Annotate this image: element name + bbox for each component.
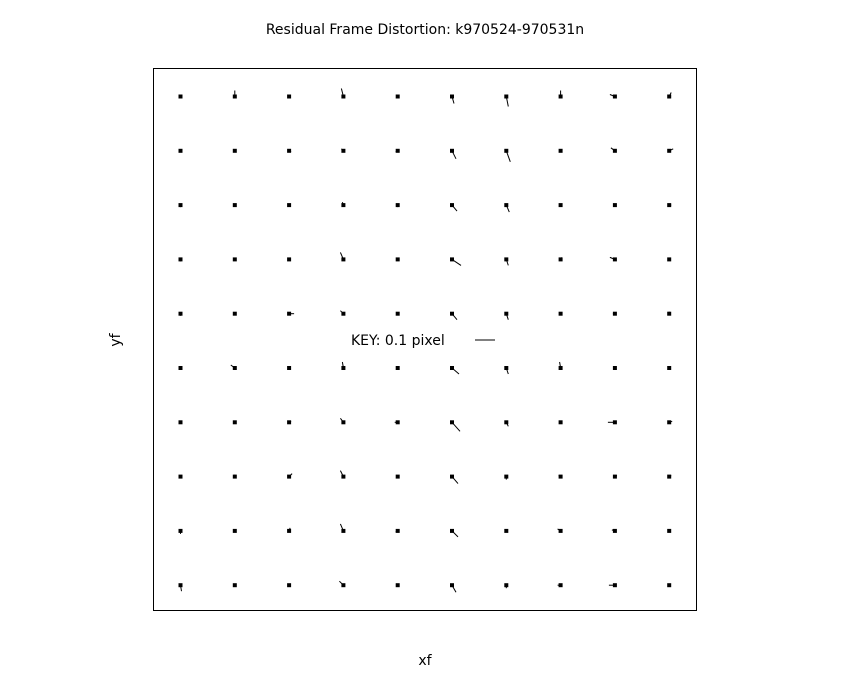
residual-vector [451, 313, 458, 321]
residual-vector [288, 420, 292, 423]
vector-point [667, 583, 672, 588]
residual-vector [669, 420, 673, 423]
vector-point [178, 420, 183, 425]
residual-vector [341, 148, 344, 152]
vector-point [178, 94, 183, 99]
vectors-group [178, 88, 674, 593]
residual-vector [288, 473, 293, 477]
residual-vector [451, 258, 462, 266]
vector-point [558, 203, 563, 208]
residual-vector [505, 96, 509, 107]
residual-vector [339, 580, 344, 586]
vector-point [558, 311, 563, 316]
residual-vector [451, 530, 459, 538]
residual-vector [340, 310, 344, 315]
residual-vector [288, 150, 292, 153]
chart-title: Residual Frame Distortion: k970524-97053… [266, 22, 584, 38]
residual-vector [609, 256, 616, 260]
vector-point [232, 528, 237, 533]
vector-point [558, 148, 563, 153]
residual-vector [559, 420, 561, 423]
vector-point [395, 366, 400, 370]
y-axis-label: yf [108, 332, 124, 346]
residual-vector [340, 88, 344, 97]
residual-vector [395, 150, 398, 153]
residual-vector [339, 252, 344, 260]
residual-vector [505, 204, 510, 213]
vector-point [667, 528, 672, 533]
vector-point [667, 366, 672, 370]
vector-point [287, 94, 292, 99]
vector-point [395, 474, 400, 479]
residual-vector [614, 475, 618, 478]
residual-vector [341, 361, 344, 369]
vector-point [395, 94, 400, 99]
residual-vector [451, 476, 459, 484]
vector-point [395, 257, 400, 262]
residual-vector [341, 201, 344, 206]
vector-point [287, 257, 292, 262]
residual-vector [609, 94, 616, 97]
residual-vector [180, 150, 182, 153]
vector-point [178, 366, 183, 370]
residual-vector [451, 150, 457, 160]
vector-point [232, 420, 237, 425]
residual-vector [668, 148, 674, 152]
residual-vector [451, 584, 457, 593]
x-axis-label: xf [418, 653, 432, 669]
residual-vector [505, 367, 509, 375]
vector-point [232, 257, 237, 262]
residual-vector [451, 367, 460, 375]
key-label: KEY: 0.1 pixel [351, 333, 445, 349]
residual-vector [288, 527, 291, 532]
residual-vector [395, 530, 398, 533]
residual-vector [558, 475, 561, 478]
vector-point [287, 366, 292, 370]
residual-vector [339, 417, 344, 423]
vector-point [612, 366, 617, 370]
residual-vector [339, 523, 344, 532]
residual-vector [505, 313, 509, 320]
residual-vector [451, 204, 458, 212]
residual-vector [505, 150, 511, 162]
vector-point [232, 583, 237, 588]
residual-vector [610, 147, 616, 152]
residual-vector [451, 421, 461, 432]
vector-point [232, 148, 237, 153]
residual-vector [451, 96, 455, 104]
residual-vector [611, 529, 616, 532]
residual-vector [668, 475, 672, 478]
residual-vector [339, 470, 344, 477]
residual-vector [230, 364, 236, 369]
vector-point [232, 203, 237, 208]
vector-point [667, 257, 672, 262]
vector-point [504, 528, 509, 533]
residual-vector [505, 259, 509, 266]
residual-vector [557, 528, 561, 532]
vector-point [395, 583, 400, 588]
residual-vector [668, 92, 672, 97]
vector-point [287, 583, 292, 588]
plot-frame [153, 68, 697, 611]
residual-vector [560, 257, 563, 260]
residual-vector [180, 585, 182, 592]
residual-vector [559, 361, 562, 369]
residual-vector [505, 422, 509, 427]
